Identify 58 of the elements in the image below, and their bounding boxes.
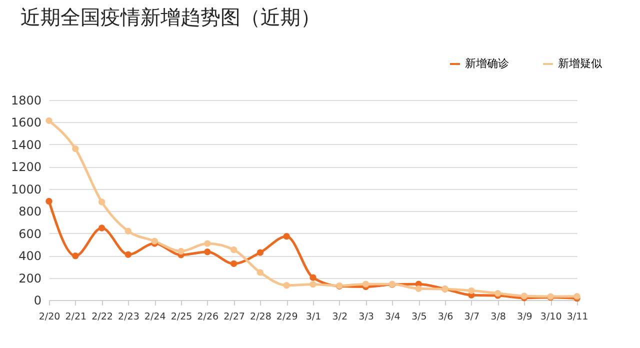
x-tick-label: 3/5 xyxy=(411,312,427,322)
x-tick-label: 3/3 xyxy=(358,312,374,322)
x-tick-label: 3/4 xyxy=(385,312,400,322)
point xyxy=(310,274,316,281)
x-tick-label: 2/21 xyxy=(65,312,87,322)
x-tick-label: 2/28 xyxy=(250,312,272,322)
x-tick-label: 3/9 xyxy=(517,312,532,322)
point xyxy=(283,232,290,240)
point xyxy=(204,248,211,256)
x-tick-label: 3/11 xyxy=(566,312,588,322)
y-tick-label: 0 xyxy=(34,294,42,308)
x-tick-label: 2/25 xyxy=(170,312,192,322)
y-tick-label: 1800 xyxy=(10,94,42,108)
x-tick-label: 3/2 xyxy=(332,312,348,322)
y-tick-label: 200 xyxy=(18,271,42,286)
point xyxy=(256,269,264,276)
x-tick-label: 3/10 xyxy=(540,312,562,322)
x-tick-label: 2/26 xyxy=(197,312,219,322)
x-tick-label: 2/20 xyxy=(38,312,60,322)
point xyxy=(283,282,290,289)
point xyxy=(98,198,106,206)
y-tick-label: 400 xyxy=(18,249,42,264)
point xyxy=(468,287,475,294)
x-tick-label: 2/29 xyxy=(276,312,298,322)
x-tick-label: 3/8 xyxy=(490,312,506,322)
chart-title: 近期全国疫情新增趋势图（近期） xyxy=(20,5,320,29)
y-tick-label: 800 xyxy=(18,204,42,219)
point xyxy=(256,249,264,256)
x-tick-label: 3/7 xyxy=(464,312,480,322)
x-tick-label: 2/27 xyxy=(224,312,245,322)
y-tick-label: 1000 xyxy=(10,182,42,196)
y-tick-label: 1400 xyxy=(10,138,42,152)
point xyxy=(46,198,52,205)
legend-label: 新增确诊 xyxy=(465,57,509,70)
x-tick-label: 3/1 xyxy=(306,312,322,322)
x-tick-label: 2/23 xyxy=(118,312,140,322)
point xyxy=(204,240,211,247)
point xyxy=(178,248,184,255)
point xyxy=(362,280,370,288)
point xyxy=(124,228,132,234)
x-tick-label: 2/24 xyxy=(144,312,166,322)
y-tick-label: 600 xyxy=(18,226,42,241)
point xyxy=(72,145,79,152)
point xyxy=(230,246,238,254)
point xyxy=(151,238,158,244)
point xyxy=(72,252,79,260)
point xyxy=(98,224,106,232)
point xyxy=(230,260,238,268)
y-tick-label: 1200 xyxy=(10,160,42,174)
point xyxy=(310,280,316,288)
legend-label: 新增疑似 xyxy=(558,57,602,70)
point xyxy=(494,290,502,297)
point xyxy=(124,251,132,258)
x-tick-label: 3/6 xyxy=(438,312,454,322)
point xyxy=(415,285,422,292)
point xyxy=(46,117,52,124)
x-tick-label: 2/22 xyxy=(92,312,113,322)
y-tick-label: 1600 xyxy=(10,116,42,130)
